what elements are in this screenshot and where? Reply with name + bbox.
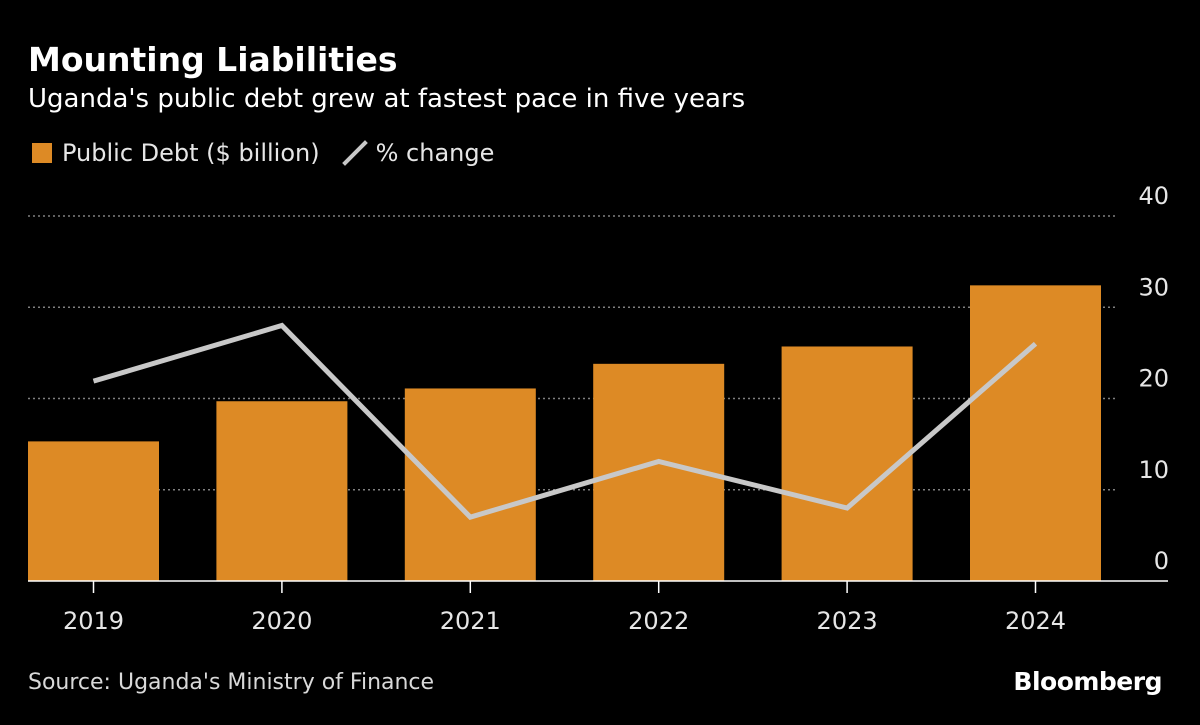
legend: Public Debt ($ billion) % change (32, 136, 494, 170)
source-note: Source: Uganda's Ministry of Finance (28, 670, 435, 695)
y-tick-label: 10 (1138, 456, 1169, 484)
bar-2024 (970, 285, 1101, 581)
bar-2021 (404, 388, 536, 581)
x-tick-label: 2020 (251, 607, 312, 635)
y-tick-label: 0 (1154, 547, 1169, 575)
legend-label-percent-change: % change (375, 139, 495, 167)
x-tick-label: 2023 (817, 607, 878, 635)
bar-2019 (28, 441, 159, 581)
y-tick-label: 40 (1138, 182, 1169, 210)
y-tick-label: 30 (1138, 273, 1169, 301)
x-tick-label: 2022 (628, 607, 689, 635)
line-swatch-icon (341, 140, 368, 166)
y-tick-label: 20 (1138, 365, 1169, 393)
x-tick-label: 2024 (1005, 607, 1066, 635)
bar-2023 (781, 346, 913, 581)
legend-item-public-debt: Public Debt ($ billion) (32, 139, 320, 167)
percent-change-line (92, 322, 1038, 520)
bloomberg-logo: Bloomberg (1013, 667, 1162, 696)
legend-label-public-debt: Public Debt ($ billion) (62, 139, 320, 167)
x-tick-label: 2019 (63, 607, 124, 635)
square-swatch-icon (32, 143, 52, 163)
chart-title: Mounting Liabilities (28, 40, 398, 79)
chart-subtitle: Uganda's public debt grew at fastest pac… (28, 84, 746, 114)
x-tick-label: 2021 (440, 607, 501, 635)
bar-2020 (216, 401, 348, 581)
legend-item-percent-change: % change (320, 139, 495, 167)
